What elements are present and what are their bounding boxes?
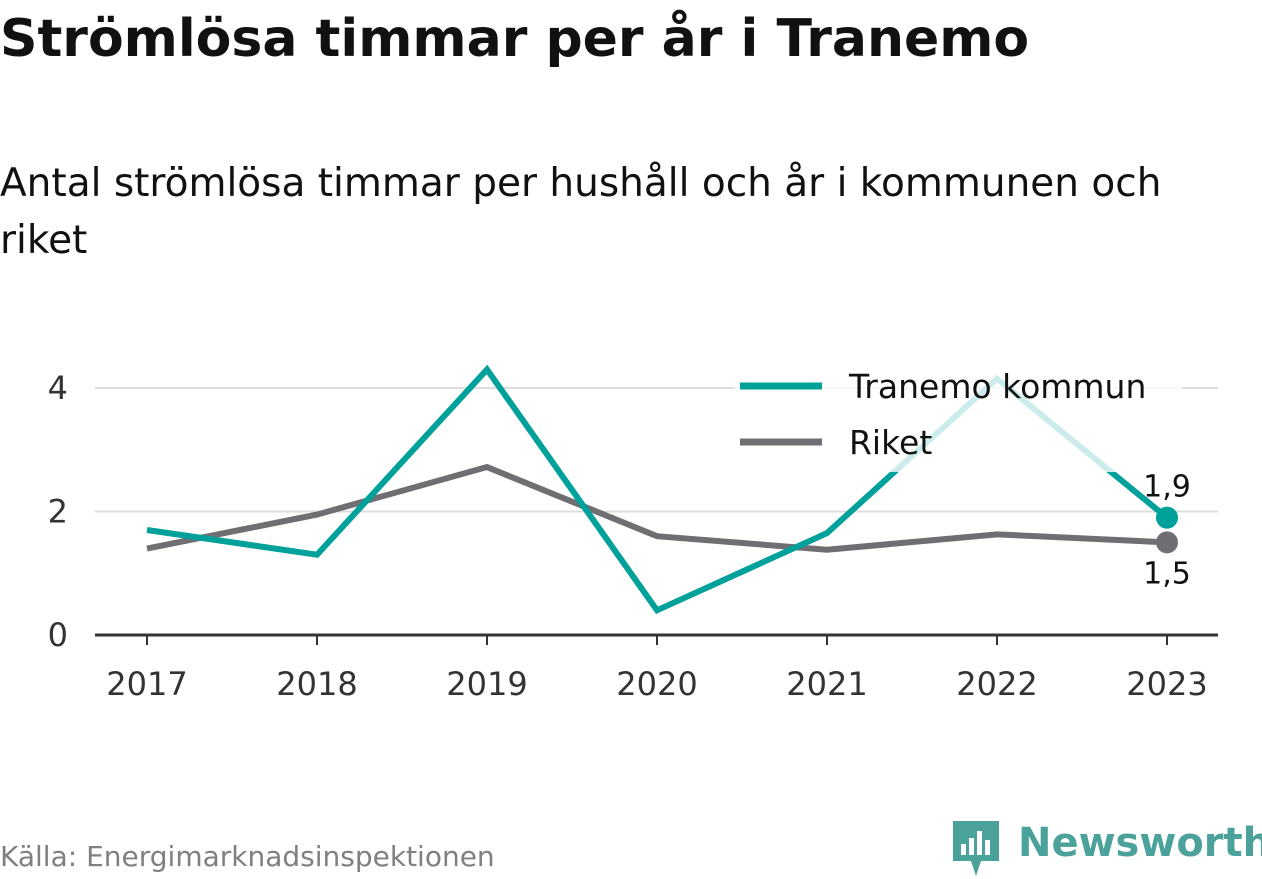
series-line-riket (146, 463, 1168, 553)
y-tick-label: 4 (48, 369, 68, 407)
chart-subtitle: Antal strömlösa timmar per hushåll och å… (0, 161, 1162, 263)
x-tick-label: 2023 (1126, 665, 1207, 703)
x-tick-label: 2020 (616, 665, 697, 703)
newsworthy-logo-icon (953, 821, 999, 876)
legend-background (735, 358, 1182, 472)
x-tick-label: 2017 (106, 665, 187, 703)
series-endpoint-tranemo-kommun (1156, 506, 1178, 529)
source-note: Källa: Energimarknadsinspektionen (0, 840, 495, 873)
legend-label-tranemo-kommun: Tranemo kommun (848, 367, 1146, 406)
end-value-label: 1,5 (1143, 556, 1191, 591)
x-tick-label: 2019 (446, 665, 527, 703)
y-tick-label: 2 (48, 493, 68, 531)
end-value-label: 1,9 (1143, 470, 1191, 505)
x-axis: 2017 2018 2019 2020 2021 2022 2023 (95, 633, 1218, 703)
y-tick-label: 0 (48, 616, 68, 654)
legend: Tranemo kommun Riket (735, 358, 1182, 472)
x-tick-label: 2022 (956, 665, 1037, 703)
brand-logo: Newsworthy (950, 818, 1262, 879)
y-axis-ticks: 0 2 4 (48, 369, 68, 654)
legend-label-riket: Riket (849, 423, 932, 462)
chart-title: Strömlösa timmar per år i Tranemo (0, 9, 1030, 69)
series-endpoint-riket (1156, 531, 1178, 554)
brand-name: Newsworthy (1018, 820, 1262, 866)
x-tick-label: 2018 (276, 665, 357, 703)
line-chart: 0 2 4 2017 2018 2019 2020 2021 2022 2023 Tranemo… (47, 358, 1218, 703)
end-labels: 1,9 1,5 (1143, 470, 1191, 592)
x-tick-label: 2021 (786, 665, 867, 703)
